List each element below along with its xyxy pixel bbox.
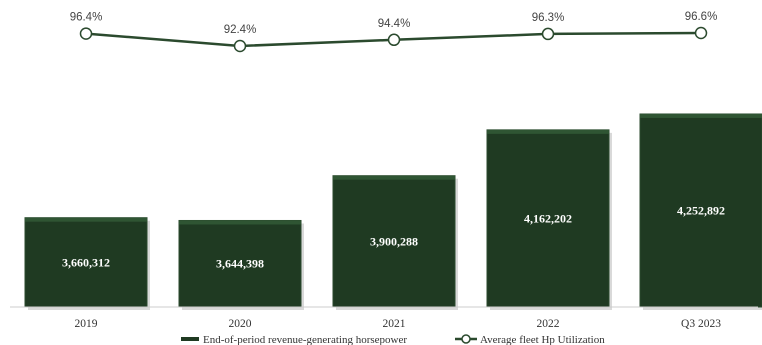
utilization-value-label: 94.4% [378, 18, 411, 30]
legend-item-utilization: Average fleet Hp Utilization [455, 334, 605, 345]
legend-swatch-horsepower [181, 337, 199, 341]
utilization-value-label: 96.6% [685, 11, 718, 23]
legend-swatch-utilization-marker [461, 334, 471, 344]
legend-item-horsepower: End-of-period revenue-generating horsepo… [181, 334, 407, 345]
bar [639, 113, 762, 308]
legend-label-utilization: Average fleet Hp Utilization [480, 334, 605, 345]
category-label: 2022 [537, 318, 560, 330]
bar-value-label: 3,644,398 [216, 257, 264, 271]
category-label: 2020 [229, 318, 252, 330]
bar [486, 129, 610, 308]
bar-top-edge [640, 113, 762, 118]
bar-value-label: 4,252,892 [677, 203, 725, 217]
utilization-point [233, 39, 247, 53]
bar-group: 3,644,398 [178, 219, 304, 310]
utilization-value-label: 96.4% [70, 12, 103, 24]
bar-group: 3,660,312 [24, 217, 150, 310]
bar-group: 4,162,202 [486, 129, 612, 310]
bar-value-label: 4,162,202 [524, 211, 572, 225]
utilization-point [79, 27, 93, 40]
bar [178, 219, 302, 308]
category-label: Q3 2023 [681, 318, 721, 330]
category-labels: 2019 2020 2021 2022 Q3 2023 [75, 318, 722, 330]
bar-value-label: 3,900,288 [370, 234, 418, 248]
utilization-value-label: 92.4% [224, 24, 257, 36]
bar-group: 3,900,288 [332, 175, 458, 310]
bar [24, 217, 148, 308]
bar-top-edge [333, 175, 455, 180]
bar-top-edge [487, 129, 609, 134]
bar-top-edge [25, 217, 147, 222]
utilization-point [694, 26, 708, 40]
bar-value-label: 3,660,312 [62, 255, 110, 269]
utilization-point [387, 33, 401, 47]
bar-top-edge [179, 220, 301, 225]
utilization-value-label: 96.3% [532, 12, 565, 24]
category-label: 2021 [383, 318, 406, 330]
bar-group: 4,252,892 [639, 113, 762, 310]
bar-layer: 3,660,312 3,644,398 3,900,288 4,162,202 4,25… [24, 113, 762, 310]
legend-label-horsepower: End-of-period revenue-generating horsepo… [203, 334, 407, 345]
legend: End-of-period revenue-generating horsepo… [181, 334, 605, 345]
category-label: 2019 [75, 318, 98, 330]
utilization-line-layer: 96.4% 92.4% 94.4% 96.3% 96.6% [70, 11, 718, 53]
utilization-point [541, 27, 555, 41]
